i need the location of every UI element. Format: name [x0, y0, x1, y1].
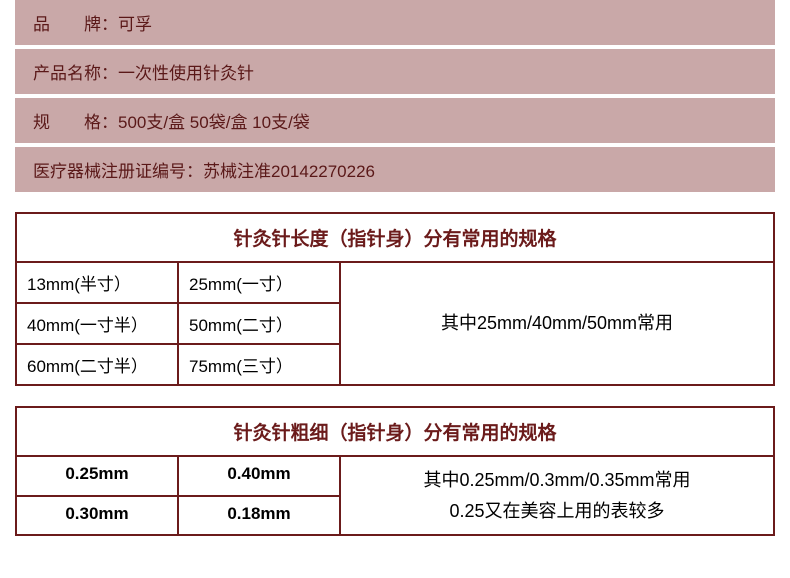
product-value: 一次性使用针灸针: [118, 64, 254, 83]
info-spec: 规 格：500支/盒 50袋/盒 10支/袋: [15, 98, 775, 143]
thickness-table: 针灸针粗细（指针身）分有常用的规格 0.25mm 0.40mm 0.30mm 0…: [15, 406, 775, 536]
thickness-cell: 0.40mm: [179, 457, 341, 497]
length-cell: 60mm(二寸半）: [17, 345, 179, 384]
thickness-note: 其中0.25mm/0.3mm/0.35mm常用 0.25又在美容上用的表较多: [341, 457, 773, 534]
product-label: 产品名称：: [33, 64, 118, 83]
length-table: 针灸针长度（指针身）分有常用的规格 13mm(半寸） 25mm(一寸） 40mm…: [15, 212, 775, 386]
brand-label: 品 牌：: [33, 15, 118, 34]
length-note: 其中25mm/40mm/50mm常用: [341, 263, 773, 384]
spec-value: 500支/盒 50袋/盒 10支/袋: [118, 113, 310, 132]
info-product-name: 产品名称：一次性使用针灸针: [15, 49, 775, 94]
length-cell: 75mm(三寸）: [179, 345, 341, 384]
length-cell: 40mm(一寸半）: [17, 304, 179, 345]
thickness-cell: 0.18mm: [179, 497, 341, 535]
brand-value: 可孚: [118, 15, 152, 34]
thickness-cell: 0.30mm: [17, 497, 179, 535]
info-brand: 品 牌：可孚: [15, 0, 775, 45]
length-title: 针灸针长度（指针身）分有常用的规格: [17, 214, 773, 263]
info-registration: 医疗器械注册证编号：苏械注准20142270226: [15, 147, 775, 192]
reg-value: 苏械注准20142270226: [203, 162, 375, 181]
thickness-cells: 0.25mm 0.40mm 0.30mm 0.18mm: [17, 457, 341, 534]
thickness-cell: 0.25mm: [17, 457, 179, 497]
reg-label: 医疗器械注册证编号：: [33, 162, 203, 181]
thickness-title: 针灸针粗细（指针身）分有常用的规格: [17, 408, 773, 457]
length-cell: 50mm(二寸）: [179, 304, 341, 345]
thickness-note-line2: 0.25又在美容上用的表较多: [449, 496, 664, 527]
length-cells: 13mm(半寸） 25mm(一寸） 40mm(一寸半） 50mm(二寸） 60m…: [17, 263, 341, 384]
length-cell: 25mm(一寸）: [179, 263, 341, 304]
spec-label: 规 格：: [33, 113, 118, 132]
thickness-note-line1: 其中0.25mm/0.3mm/0.35mm常用: [423, 465, 690, 496]
length-cell: 13mm(半寸）: [17, 263, 179, 304]
